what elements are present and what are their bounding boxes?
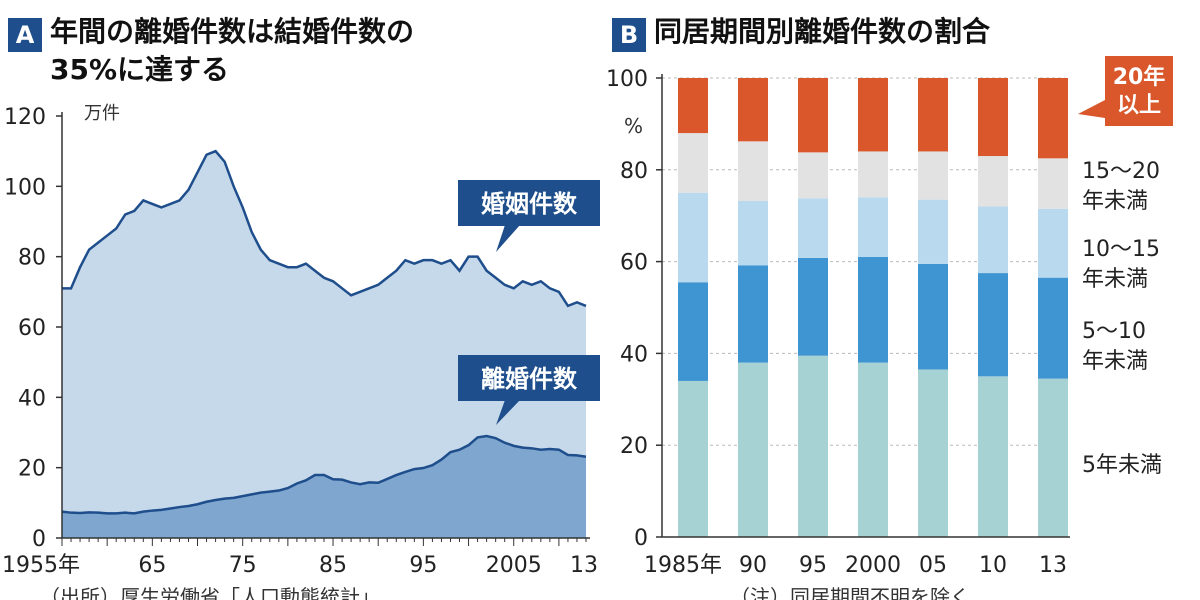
divorce-callout-label: 離婚件数 — [481, 365, 578, 393]
a-xtick-label-1: 65 — [138, 553, 166, 578]
b-xtick-label-6: 13 — [1039, 553, 1067, 578]
b-xtick-label-1: 90 — [739, 553, 767, 578]
panel-a-unit-label: 万件 — [84, 103, 120, 124]
a-ytick-label-3: 60 — [18, 316, 46, 341]
legend-10-15-line2: 年未満 — [1082, 267, 1148, 292]
bar-90-10〜15年未満 — [738, 201, 768, 266]
cohabitation-ratio-stacked-bar-chart: 0 20 40 60 80 100 1985年 90 95 2000 05 10 13 % 20年 以上… — [606, 56, 1173, 600]
bar-13-15〜20年未満 — [1038, 158, 1068, 209]
bar-90-15〜20年未満 — [738, 141, 768, 202]
marriage-callout-box — [458, 180, 600, 226]
b-ytick-label-3: 60 — [620, 251, 648, 276]
bar-05-15〜20年未満 — [918, 151, 948, 200]
bar-13-5〜10年未満 — [1038, 277, 1068, 379]
a-xtick-label-4: 95 — [409, 553, 437, 578]
legend-20plus-line2: 以上 — [1117, 93, 1161, 118]
bar-10-15〜20年未満 — [978, 156, 1008, 207]
bar-13-5年未満 — [1038, 378, 1068, 537]
a-xtick-label-3: 85 — [319, 553, 347, 578]
bar-95-5〜10年未満 — [798, 257, 828, 356]
bar-10-10〜15年未満 — [978, 206, 1008, 274]
a-ytick-label-1: 20 — [18, 457, 46, 482]
marriage-count-line — [62, 149, 587, 308]
bar-95-15〜20年未満 — [798, 152, 828, 199]
bar-2000-15〜20年未満 — [858, 151, 888, 198]
legend-10-15-line1: 10〜15 — [1082, 237, 1160, 262]
divorce-callout-box — [458, 355, 600, 401]
divorce-callout-pointer — [496, 400, 520, 425]
marriage-divorce-area-chart: 0 20 40 60 80 100 120 1955年 65 75 85 95 2005 13 万件 婚姻… — [2, 103, 600, 600]
bar-10-20年以上 — [978, 78, 1008, 157]
bar-05-5〜10年未満 — [918, 263, 948, 370]
a-ytick-label-0: 0 — [32, 527, 46, 552]
marriage-callout-label: 婚姻件数 — [481, 190, 578, 218]
b-xtick-label-2: 95 — [799, 553, 827, 578]
bar-2000-20年以上 — [858, 78, 888, 152]
bar-90-20年以上 — [738, 78, 768, 142]
b-ytick-label-0: 0 — [634, 526, 648, 551]
a-ytick-label-2: 40 — [18, 386, 46, 411]
bar-90-5〜10年未満 — [738, 265, 768, 363]
a-ytick-label-4: 80 — [18, 246, 46, 271]
legend-15-20-line1: 15〜20 — [1082, 159, 1160, 184]
bar-10-5年未満 — [978, 376, 1008, 537]
bar-2000-5年未満 — [858, 362, 888, 537]
legend-5-10-line1: 5〜10 — [1082, 319, 1146, 344]
source-note: （出所）厚生労働省「人口動態統計」 — [40, 585, 380, 600]
panel-a-label: A — [8, 18, 42, 52]
legend-under5-line1: 5年未満 — [1082, 453, 1162, 478]
panel-a-title-line2: 35%に達する — [50, 53, 230, 86]
bar-1985年-5年未満 — [678, 380, 708, 537]
bar-05-10〜15年未満 — [918, 199, 948, 264]
panel-a-title-line1: 年間の離婚件数は結婚件数の — [50, 15, 415, 48]
legend-20plus-line1: 20年 — [1113, 64, 1166, 90]
bar-1985年-15〜20年未満 — [678, 133, 708, 193]
divorce-count-line — [61, 434, 587, 515]
a-xtick-label-6: 13 — [570, 553, 598, 578]
bar-13-20年以上 — [1038, 78, 1068, 159]
exclusion-note: （注）同居期間不明を除く — [730, 585, 970, 600]
b-ytick-label-2: 40 — [620, 342, 648, 367]
panel-b-label: B — [612, 18, 646, 52]
divorce-count-area — [62, 436, 586, 538]
bar-2000-5〜10年未満 — [858, 257, 888, 363]
bar-13-10〜15年未満 — [1038, 208, 1068, 278]
b-ytick-label-5: 100 — [606, 67, 648, 92]
marriage-callout-pointer — [496, 225, 520, 252]
a-ytick-label-5: 100 — [4, 175, 46, 200]
bar-90-5年未満 — [738, 362, 768, 537]
a-xtick-label-2: 75 — [229, 553, 257, 578]
a-xtick-label-0: 1955年 — [2, 553, 80, 578]
b-ytick-label-1: 20 — [620, 434, 648, 459]
a-xtick-label-5: 2005 — [486, 553, 542, 578]
bar-10-5〜10年未満 — [978, 273, 1008, 377]
b-ytick-label-4: 80 — [620, 159, 648, 184]
bar-1985年-20年以上 — [678, 78, 708, 134]
b-xtick-label-3: 2000 — [845, 553, 901, 578]
b-xtick-label-4: 05 — [919, 553, 947, 578]
b-xtick-label-0: 1985年 — [644, 553, 722, 578]
bar-95-5年未満 — [798, 355, 828, 537]
marriage-count-area — [62, 151, 586, 538]
bar-95-10〜15年未満 — [798, 198, 828, 258]
bar-95-20年以上 — [798, 78, 828, 153]
b-xtick-label-5: 10 — [979, 553, 1007, 578]
legend-20plus-pointer — [1078, 100, 1105, 118]
bar-2000-10〜15年未満 — [858, 197, 888, 258]
a-ytick-label-6: 120 — [4, 105, 46, 130]
legend-15-20-line2: 年未満 — [1082, 189, 1148, 214]
bar-05-5年未満 — [918, 369, 948, 537]
legend-20plus-box — [1105, 56, 1173, 126]
bar-05-20年以上 — [918, 78, 948, 152]
bar-1985年-5〜10年未満 — [678, 282, 708, 381]
panel-b-unit-label: % — [624, 114, 643, 138]
panel-b-title: 同居期間別離婚件数の割合 — [654, 15, 991, 48]
bar-1985年-10〜15年未満 — [678, 192, 708, 283]
legend-5-10-line2: 年未満 — [1082, 349, 1148, 374]
